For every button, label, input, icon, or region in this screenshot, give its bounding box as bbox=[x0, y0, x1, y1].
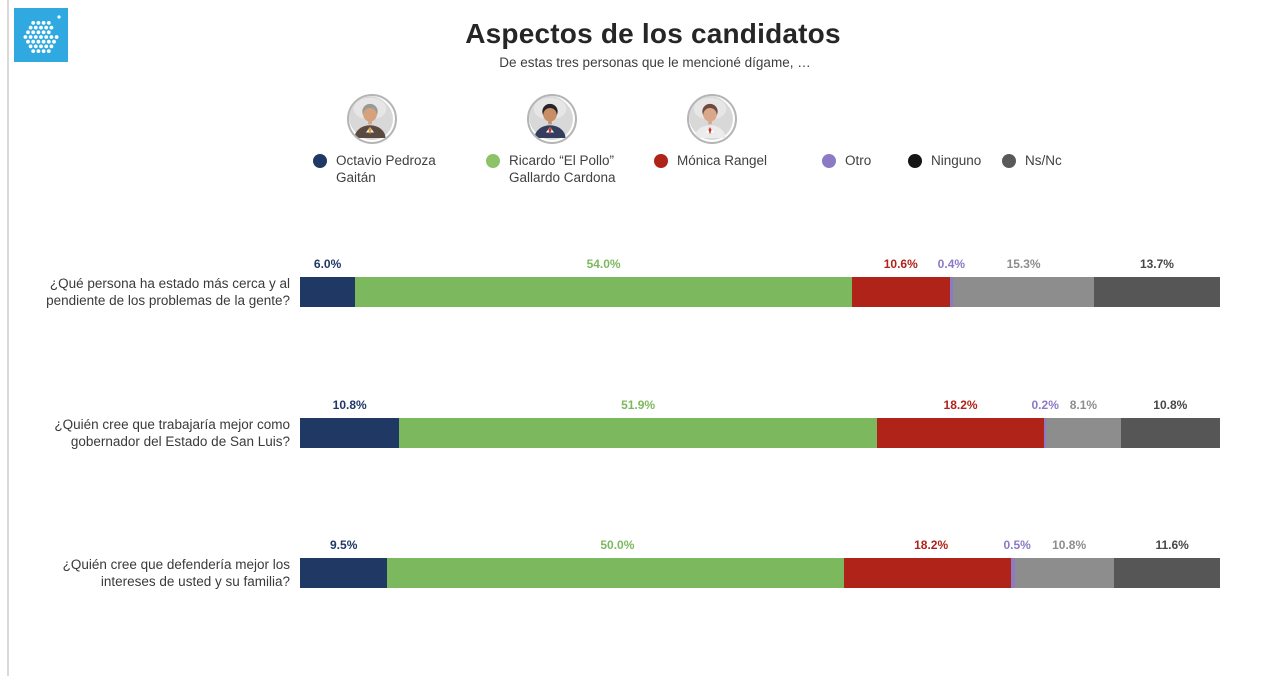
avatar-ricardo-gallardo-cardona-image bbox=[529, 96, 571, 142]
value-label: 10.6% bbox=[883, 257, 918, 271]
value-label: 9.5% bbox=[330, 538, 358, 552]
stacked-bar-row bbox=[300, 418, 1220, 448]
page-subtitle: De estas tres personas que le mencioné d… bbox=[499, 55, 811, 70]
value-label: 51.9% bbox=[621, 398, 656, 412]
legend-item-3: Mónica Rangel bbox=[654, 152, 767, 169]
value-label: 10.8% bbox=[332, 398, 367, 412]
avatar-octavio-pedroza-gaitan-image bbox=[349, 96, 391, 142]
brand-logo bbox=[14, 8, 68, 62]
page-edge-line bbox=[7, 0, 9, 676]
value-label: 15.3% bbox=[1006, 257, 1041, 271]
legend-label: Otro bbox=[845, 153, 872, 168]
bar-segment bbox=[953, 277, 1094, 307]
avatar-octavio-pedroza-gaitan bbox=[347, 94, 397, 144]
bar-segment bbox=[1093, 277, 1220, 307]
legend-item-5: Ninguno bbox=[908, 152, 981, 169]
bar-segment bbox=[1010, 558, 1016, 588]
dotted-cube-logo-icon bbox=[14, 8, 68, 62]
bar-segment bbox=[300, 277, 356, 307]
value-label: 13.7% bbox=[1139, 257, 1174, 271]
bar-segment bbox=[1015, 558, 1114, 588]
legend-dot-icon bbox=[654, 154, 668, 168]
stacked-bar-row bbox=[300, 277, 1220, 307]
bar-segment bbox=[300, 558, 387, 588]
value-label: 18.2% bbox=[943, 398, 978, 412]
legend-item-4: Otro bbox=[822, 152, 871, 169]
legend-label: Octavio Pedroza Gaitán bbox=[336, 153, 436, 185]
legend-item-2: Ricardo “El Pollo” Gallardo Cardona bbox=[486, 152, 631, 186]
value-label: 18.2% bbox=[914, 538, 949, 552]
legend-item-6: Ns/Nc bbox=[1002, 152, 1062, 169]
value-label: 54.0% bbox=[586, 257, 621, 271]
bar-segment bbox=[1120, 418, 1220, 448]
bar-segment bbox=[851, 277, 950, 307]
question-label: ¿Quién cree que trabajaría mejor como go… bbox=[54, 417, 290, 449]
avatar-ricardo-gallardo-cardona bbox=[527, 94, 577, 144]
bar-segment bbox=[1046, 418, 1121, 448]
legend-label: Ninguno bbox=[931, 153, 982, 168]
legend-label: Ricardo “El Pollo” Gallardo Cardona bbox=[509, 153, 616, 185]
bar-segment bbox=[355, 277, 852, 307]
avatar-monica-rangel-image bbox=[689, 96, 731, 142]
bar-segment bbox=[1044, 418, 1047, 448]
bar-segment bbox=[399, 418, 877, 448]
avatar-monica-rangel bbox=[687, 94, 737, 144]
value-label: 11.6% bbox=[1155, 538, 1189, 552]
legend-dot-icon bbox=[313, 154, 327, 168]
value-label: 10.8% bbox=[1052, 538, 1087, 552]
legend-dot-icon bbox=[1002, 154, 1016, 168]
bar-segment bbox=[844, 558, 1011, 588]
legend-label: Mónica Rangel bbox=[677, 153, 768, 168]
value-label: 10.8% bbox=[1153, 398, 1188, 412]
bar-segment bbox=[876, 418, 1045, 448]
value-label: 0.4% bbox=[937, 257, 966, 271]
legend-item-1: Octavio Pedroza Gaitán bbox=[313, 152, 458, 186]
legend-dot-icon bbox=[908, 154, 922, 168]
value-label: 0.2% bbox=[1031, 398, 1059, 412]
legend-dot-icon bbox=[822, 154, 836, 168]
bar-segment bbox=[386, 558, 845, 588]
bar-segment bbox=[1113, 558, 1220, 588]
value-label: 8.1% bbox=[1069, 398, 1098, 412]
legend-label: Ns/Nc bbox=[1025, 153, 1062, 168]
value-label: 6.0% bbox=[313, 257, 342, 271]
question-label: ¿Qué persona ha estado más cerca y al pe… bbox=[46, 276, 290, 308]
bar-segment bbox=[300, 418, 400, 448]
page-title: Aspectos de los candidatos bbox=[465, 18, 841, 49]
legend-dot-icon bbox=[486, 154, 500, 168]
bar-segment bbox=[949, 277, 954, 307]
value-label: 0.5% bbox=[1003, 538, 1031, 552]
question-label: ¿Quién cree que defendería mejor los int… bbox=[62, 557, 290, 589]
stacked-bar-row bbox=[300, 558, 1220, 588]
value-label: 50.0% bbox=[600, 538, 635, 552]
